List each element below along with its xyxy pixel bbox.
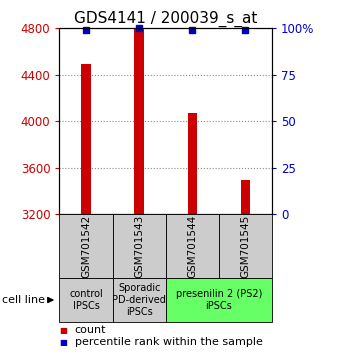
Text: GSM701542: GSM701542 bbox=[81, 215, 91, 278]
Text: count: count bbox=[75, 325, 106, 335]
Title: GDS4141 / 200039_s_at: GDS4141 / 200039_s_at bbox=[74, 11, 257, 27]
Text: GSM701545: GSM701545 bbox=[240, 215, 251, 278]
Bar bbox=[188, 113, 197, 214]
Bar bbox=[241, 181, 250, 214]
Bar bbox=[134, 28, 144, 214]
Text: presenilin 2 (PS2)
iPSCs: presenilin 2 (PS2) iPSCs bbox=[176, 289, 262, 311]
Text: percentile rank within the sample: percentile rank within the sample bbox=[75, 337, 263, 347]
Text: GSM701543: GSM701543 bbox=[134, 215, 144, 278]
Text: Sporadic
PD-derived
iPSCs: Sporadic PD-derived iPSCs bbox=[112, 284, 166, 316]
Text: cell line: cell line bbox=[2, 295, 45, 305]
Text: ■: ■ bbox=[59, 326, 67, 335]
Bar bbox=[81, 64, 91, 214]
Text: control
IPSCs: control IPSCs bbox=[69, 289, 103, 311]
Text: GSM701544: GSM701544 bbox=[187, 215, 197, 278]
Text: ■: ■ bbox=[59, 338, 67, 347]
